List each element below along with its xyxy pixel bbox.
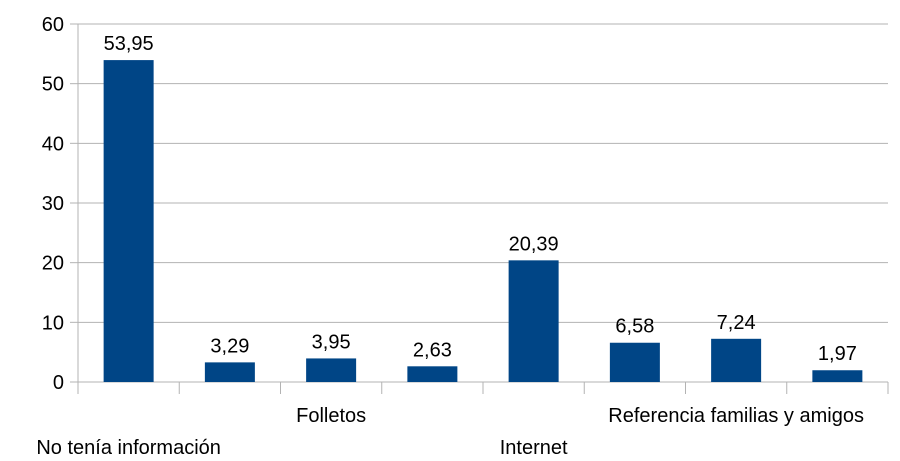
data-label: 7,24 <box>717 312 756 334</box>
y-tick-label: 0 <box>53 372 64 394</box>
data-label: 1,97 <box>818 343 857 365</box>
bar <box>812 370 863 382</box>
data-label: 20,39 <box>509 233 559 255</box>
category-label: No tenía información <box>36 437 221 459</box>
y-tick-label: 40 <box>42 133 64 155</box>
data-label: 3,95 <box>312 331 351 353</box>
y-tick-label: 10 <box>42 312 64 334</box>
data-labels: 53,95 3,29 3,95 2,63 20,39 6,58 7,24 1,97 <box>104 33 857 365</box>
data-label: 6,58 <box>615 316 654 338</box>
y-tick-label: 30 <box>42 193 64 215</box>
data-label: 2,63 <box>413 339 452 361</box>
bars <box>103 60 863 383</box>
bar <box>711 338 762 382</box>
category-label: Folletos <box>296 405 366 427</box>
y-tick-label: 60 <box>42 14 64 36</box>
bar <box>204 362 255 382</box>
bar <box>407 366 458 382</box>
y-axis-tick-labels: 0 10 20 30 40 50 60 <box>42 14 64 394</box>
bar <box>609 342 660 382</box>
data-label: 3,29 <box>210 335 249 357</box>
y-tick-label: 20 <box>42 253 64 275</box>
y-tick-label: 50 <box>42 74 64 96</box>
bar <box>508 260 559 382</box>
bar <box>306 358 357 382</box>
category-label: Internet <box>500 437 568 459</box>
category-label: Referencia familias y amigos <box>608 405 864 427</box>
category-labels: No tenía información Folletos Internet Refe… <box>36 405 864 459</box>
axes <box>70 23 889 394</box>
bar <box>103 60 154 383</box>
data-label: 53,95 <box>104 33 154 55</box>
gridlines <box>78 23 888 323</box>
